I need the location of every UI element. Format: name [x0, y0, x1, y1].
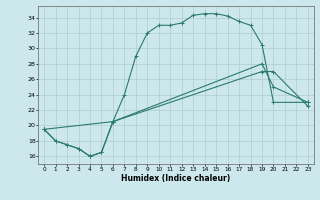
- X-axis label: Humidex (Indice chaleur): Humidex (Indice chaleur): [121, 174, 231, 183]
